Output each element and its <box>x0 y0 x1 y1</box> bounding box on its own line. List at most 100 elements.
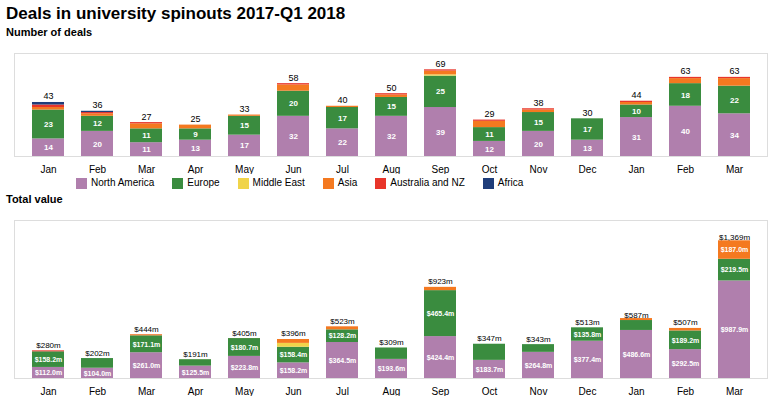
svg-text:18: 18 <box>681 91 690 100</box>
svg-text:Apr: Apr <box>188 164 204 174</box>
svg-text:$444m: $444m <box>134 325 159 334</box>
svg-text:$309m: $309m <box>379 338 404 347</box>
svg-text:$189.2m: $189.2m <box>672 337 700 345</box>
svg-text:32: 32 <box>387 132 396 141</box>
svg-text:29: 29 <box>484 109 494 119</box>
svg-text:Apr: Apr <box>188 386 204 396</box>
svg-text:$292.5m: $292.5m <box>672 360 700 368</box>
svg-text:Mar: Mar <box>726 386 744 396</box>
svg-text:$112.0m: $112.0m <box>35 369 62 377</box>
svg-text:11: 11 <box>142 145 151 154</box>
svg-text:20: 20 <box>534 139 543 148</box>
svg-text:$187.0m: $187.0m <box>721 246 749 254</box>
svg-text:44: 44 <box>631 90 641 100</box>
svg-text:34: 34 <box>730 131 739 140</box>
svg-text:58: 58 <box>288 73 298 83</box>
svg-text:Feb: Feb <box>89 164 107 174</box>
svg-text:$158.2m: $158.2m <box>280 367 308 375</box>
svg-text:43: 43 <box>43 91 53 101</box>
svg-text:Mar: Mar <box>138 386 156 396</box>
svg-text:$486.6m: $486.6m <box>623 351 651 359</box>
svg-text:63: 63 <box>729 66 739 76</box>
svg-text:$507m: $507m <box>673 318 698 327</box>
svg-text:$343m: $343m <box>526 335 551 344</box>
svg-text:Nov: Nov <box>530 386 548 396</box>
svg-text:23: 23 <box>44 120 53 129</box>
svg-text:$193.6m: $193.6m <box>378 365 406 373</box>
svg-text:15: 15 <box>240 121 249 130</box>
svg-text:25: 25 <box>190 114 200 124</box>
svg-text:$183.7m: $183.7m <box>476 366 504 374</box>
svg-text:$1,369m: $1,369m <box>719 233 750 242</box>
svg-text:$191m: $191m <box>183 350 208 359</box>
svg-text:17: 17 <box>338 114 347 123</box>
svg-text:$513m: $513m <box>575 318 600 327</box>
svg-text:$923m: $923m <box>428 277 453 286</box>
svg-text:32: 32 <box>289 132 298 141</box>
svg-text:May: May <box>235 164 254 174</box>
svg-text:Feb: Feb <box>677 386 695 396</box>
svg-text:31: 31 <box>632 133 641 142</box>
svg-text:Jan: Jan <box>40 164 56 174</box>
svg-text:$219.5m: $219.5m <box>721 266 749 274</box>
svg-text:Aug: Aug <box>383 164 401 174</box>
svg-text:Feb: Feb <box>677 164 695 174</box>
svg-text:39: 39 <box>436 128 445 137</box>
svg-text:Jan: Jan <box>628 386 644 396</box>
svg-text:$158.2m: $158.2m <box>35 356 63 364</box>
svg-text:$405m: $405m <box>232 329 257 338</box>
svg-text:17: 17 <box>583 125 592 134</box>
svg-text:50: 50 <box>386 83 396 93</box>
svg-text:17: 17 <box>240 141 249 150</box>
svg-text:$135.8m: $135.8m <box>574 331 602 339</box>
svg-text:12: 12 <box>93 119 102 128</box>
svg-text:25: 25 <box>436 87 445 96</box>
svg-text:Jul: Jul <box>336 164 349 174</box>
svg-text:Aug: Aug <box>383 386 401 396</box>
svg-text:12: 12 <box>485 145 494 154</box>
svg-text:$125.5m: $125.5m <box>182 369 210 377</box>
svg-text:$261.0m: $261.0m <box>133 362 161 370</box>
svg-text:$171.1m: $171.1m <box>133 341 161 349</box>
svg-text:Sep: Sep <box>432 386 450 396</box>
svg-text:9: 9 <box>193 130 198 139</box>
svg-text:$180.7m: $180.7m <box>231 344 259 352</box>
svg-text:27: 27 <box>141 112 151 122</box>
svg-text:Jul: Jul <box>336 386 349 396</box>
svg-text:Oct: Oct <box>482 386 498 396</box>
svg-text:$424.4m: $424.4m <box>427 354 455 362</box>
svg-text:14: 14 <box>44 143 53 152</box>
svg-text:$223.8m: $223.8m <box>231 364 259 372</box>
svg-text:22: 22 <box>338 138 347 147</box>
svg-text:69: 69 <box>435 59 445 69</box>
svg-text:13: 13 <box>583 144 592 153</box>
svg-text:13: 13 <box>191 144 200 153</box>
svg-text:$465.4m: $465.4m <box>427 310 455 318</box>
svg-text:20: 20 <box>289 99 298 108</box>
svg-text:10: 10 <box>632 107 641 116</box>
svg-text:22: 22 <box>730 96 739 105</box>
svg-text:$158.4m: $158.4m <box>280 351 308 359</box>
svg-text:20: 20 <box>93 139 102 148</box>
svg-text:$364.5m: $364.5m <box>329 357 357 365</box>
svg-text:15: 15 <box>534 118 543 127</box>
svg-text:$202m: $202m <box>85 349 110 358</box>
svg-text:Nov: Nov <box>530 164 548 174</box>
svg-text:Jun: Jun <box>285 164 301 174</box>
svg-text:11: 11 <box>485 130 494 139</box>
svg-text:$587m: $587m <box>624 311 649 320</box>
svg-text:40: 40 <box>337 95 347 105</box>
svg-text:$396m: $396m <box>281 329 306 338</box>
svg-text:Jun: Jun <box>285 386 301 396</box>
svg-text:$128.2m: $128.2m <box>329 332 357 340</box>
svg-text:Dec: Dec <box>579 386 597 396</box>
svg-text:$987.9m: $987.9m <box>721 326 749 334</box>
svg-text:Sep: Sep <box>432 164 450 174</box>
svg-text:Feb: Feb <box>89 386 107 396</box>
svg-text:$347m: $347m <box>477 334 502 343</box>
svg-text:11: 11 <box>142 131 151 140</box>
svg-text:$280m: $280m <box>36 341 61 350</box>
svg-text:38: 38 <box>533 98 543 108</box>
svg-text:Dec: Dec <box>579 164 597 174</box>
svg-text:30: 30 <box>582 108 592 118</box>
